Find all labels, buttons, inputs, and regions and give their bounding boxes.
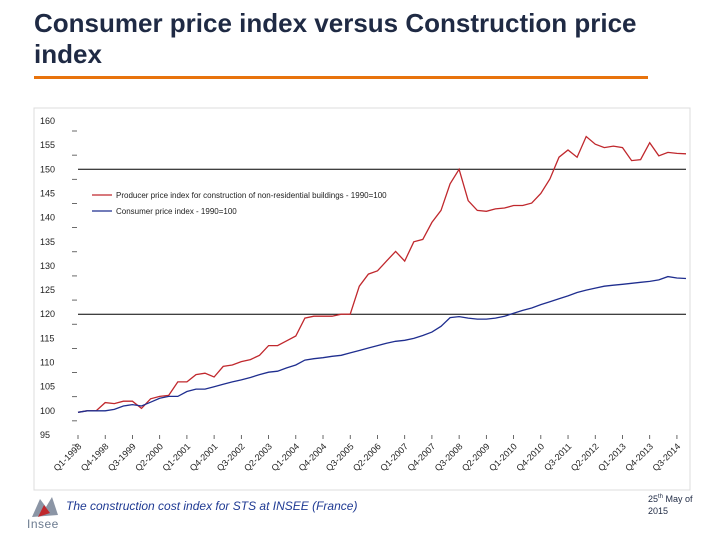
x-tick-label: Q4-2001 xyxy=(188,441,220,473)
x-tick-label: Q4-2010 xyxy=(514,441,546,473)
x-tick-label: Q4-2007 xyxy=(405,441,437,473)
y-tick-label: 160 xyxy=(40,116,55,126)
x-tick-label: Q1-2013 xyxy=(596,441,628,473)
x-tick-label: Q3-2005 xyxy=(324,441,356,473)
y-tick-label: 115 xyxy=(40,333,54,343)
x-tick-label: Q2-2009 xyxy=(460,441,492,473)
x-tick-label: Q3-2002 xyxy=(215,441,247,473)
y-tick-label: 140 xyxy=(40,213,55,223)
x-tick-label: Q2-2000 xyxy=(133,441,165,473)
x-tick-label: Q1-2007 xyxy=(378,441,410,473)
x-tick-label: Q1-2001 xyxy=(160,441,192,473)
y-tick-label: 120 xyxy=(40,309,55,319)
insee-logo xyxy=(24,493,64,533)
footer-date-day: 25 xyxy=(648,494,659,504)
y-tick-label: 95 xyxy=(40,430,50,440)
y-tick-label: 155 xyxy=(40,140,55,150)
chart-frame xyxy=(33,107,691,491)
y-tick-label: 100 xyxy=(40,406,55,416)
series-line-2 xyxy=(77,275,687,413)
x-tick-label: Q3-2008 xyxy=(433,441,465,473)
x-tick-label: Q1-1998 xyxy=(52,441,84,473)
footer-date-suffix: th xyxy=(658,494,664,500)
y-tick-label: 105 xyxy=(40,382,55,392)
x-tick-label: Q2-2003 xyxy=(242,441,274,473)
footer-caption: The construction cost index for STS at I… xyxy=(66,499,358,513)
x-tick-label: Q1-2004 xyxy=(269,441,301,473)
y-tick-label: 130 xyxy=(40,261,55,271)
x-tick-label: Q3-2014 xyxy=(650,441,682,473)
x-tick-label: Q4-1998 xyxy=(79,441,111,473)
x-tick-label: Q2-2012 xyxy=(569,441,601,473)
insee-logo-text: Insee xyxy=(27,517,59,531)
slide-title: Consumer price index versus Construction… xyxy=(34,8,637,69)
series-line-1 xyxy=(77,135,687,413)
y-tick-label: 150 xyxy=(40,164,55,174)
footer-date: 25th May of 2015 xyxy=(648,491,708,517)
y-tick-label: 110 xyxy=(40,358,54,368)
x-tick-label: Q2-2006 xyxy=(351,441,383,473)
x-tick-label: Q4-2004 xyxy=(297,441,329,473)
x-tick-label: Q1-2010 xyxy=(487,441,519,473)
y-tick-label: 125 xyxy=(40,285,55,295)
x-tick-label: Q3-2011 xyxy=(542,441,573,472)
legend-label-2: Consumer price index - 1990=100 xyxy=(116,207,237,216)
legend-label-1: Producer price index for construction of… xyxy=(116,191,387,200)
footer-date-rest: May of 2015 xyxy=(648,494,693,516)
x-tick-label: Q3-1999 xyxy=(106,441,138,473)
legend-box xyxy=(86,187,401,221)
x-tick-label: Q4-2013 xyxy=(623,441,655,473)
y-tick-label: 135 xyxy=(40,237,55,247)
title-underline xyxy=(34,76,648,79)
y-tick-label: 145 xyxy=(40,188,55,198)
